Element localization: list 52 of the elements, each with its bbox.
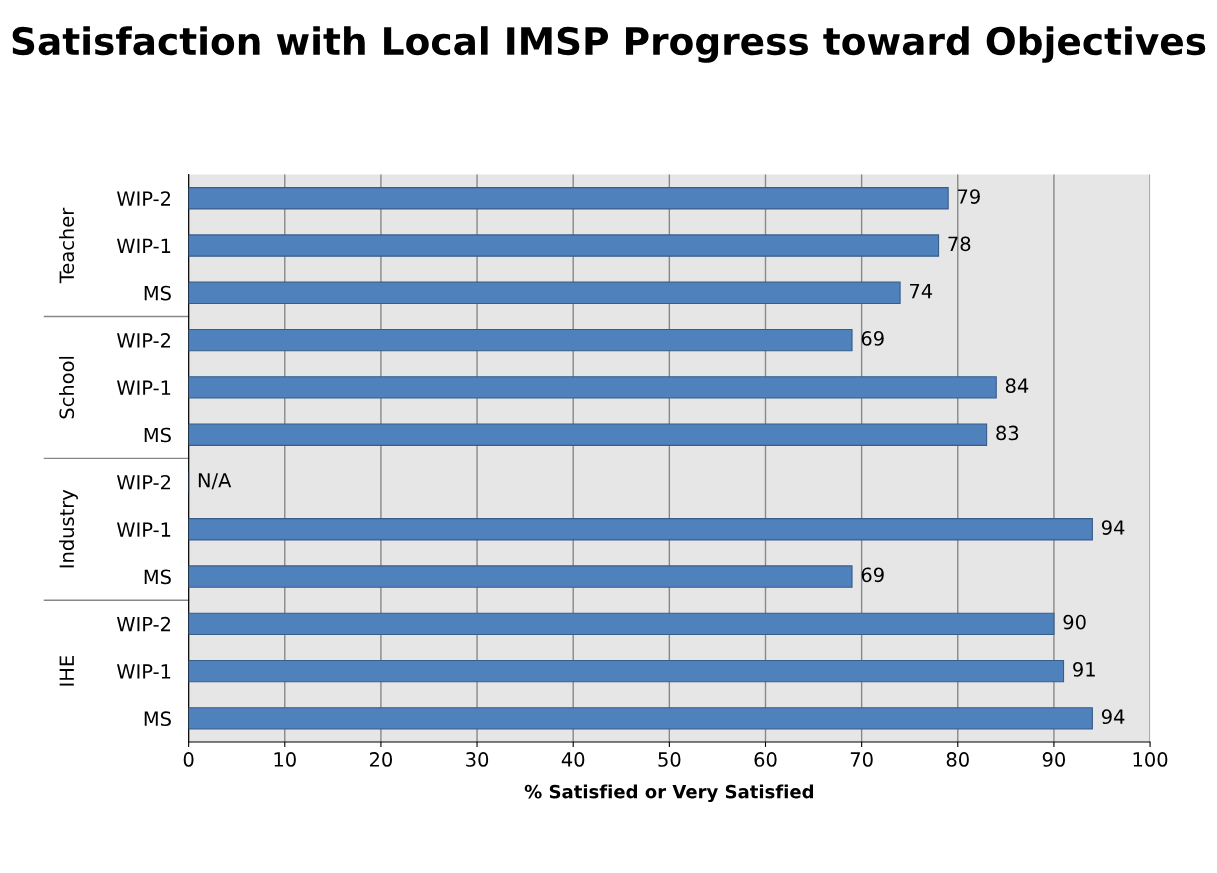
bar bbox=[188, 423, 988, 446]
y-tick-label: WIP-1 bbox=[116, 664, 171, 679]
y-tick-label: MS bbox=[144, 427, 171, 443]
data-label: 69 bbox=[861, 567, 884, 583]
x-tick-label: 60 bbox=[754, 752, 777, 767]
data-label: 90 bbox=[1063, 614, 1086, 630]
y-tick-label: WIP-2 bbox=[116, 474, 171, 490]
bar bbox=[188, 281, 901, 305]
x-tick-label: 40 bbox=[561, 752, 585, 767]
data-label: 78 bbox=[948, 236, 971, 252]
bar bbox=[188, 518, 1093, 541]
x-tick-label: 20 bbox=[369, 752, 392, 767]
y-tick-label: MS bbox=[144, 285, 171, 301]
chart-title: Satisfaction with Local IMSP Progress toward Objectives bbox=[12, 26, 1206, 63]
data-label: 79 bbox=[958, 189, 980, 204]
x-tick-label: 30 bbox=[466, 752, 489, 767]
x-tick-label: 50 bbox=[658, 752, 681, 767]
x-tick-label: 80 bbox=[946, 752, 969, 767]
data-label: 69 bbox=[861, 331, 884, 346]
y-tick-label: WIP-2 bbox=[116, 191, 171, 206]
text: N/A bbox=[198, 473, 232, 490]
y-tick-label: WIP-1 bbox=[116, 238, 171, 253]
text: Teacher bbox=[59, 207, 75, 284]
data-label: 84 bbox=[1005, 378, 1029, 394]
x-tick-label: 0 bbox=[183, 752, 194, 767]
text: School bbox=[59, 356, 75, 419]
x-axis-title: % Satisfied or Very Satisfied bbox=[524, 784, 814, 803]
data-label: 74 bbox=[910, 284, 933, 299]
y-tick-label: MS bbox=[144, 711, 171, 727]
y-tick-label: WIP-2 bbox=[116, 616, 171, 632]
y-tick-label: WIP-1 bbox=[116, 522, 171, 537]
bar bbox=[188, 659, 1065, 683]
bar bbox=[188, 376, 997, 399]
y-tick-label: MS bbox=[144, 569, 171, 585]
text: IHE bbox=[59, 656, 74, 686]
data-label: 83 bbox=[996, 425, 1019, 441]
x-tick-label: 90 bbox=[1042, 752, 1065, 767]
bar bbox=[188, 328, 853, 352]
text: Industry bbox=[59, 489, 78, 568]
x-tick-label: 10 bbox=[274, 752, 296, 767]
x-tick-label: 100 bbox=[1133, 752, 1168, 767]
y-tick-label: WIP-2 bbox=[116, 333, 171, 348]
y-tick-label: WIP-1 bbox=[116, 380, 171, 395]
bar bbox=[188, 187, 949, 210]
data-label: 94 bbox=[1101, 709, 1125, 725]
bar bbox=[188, 565, 853, 588]
data-label: 91 bbox=[1073, 662, 1095, 677]
data-label: 94 bbox=[1101, 520, 1125, 535]
bar bbox=[188, 612, 1055, 636]
bar bbox=[188, 707, 1093, 730]
x-tick-label: 70 bbox=[850, 752, 873, 767]
bar bbox=[188, 234, 940, 257]
